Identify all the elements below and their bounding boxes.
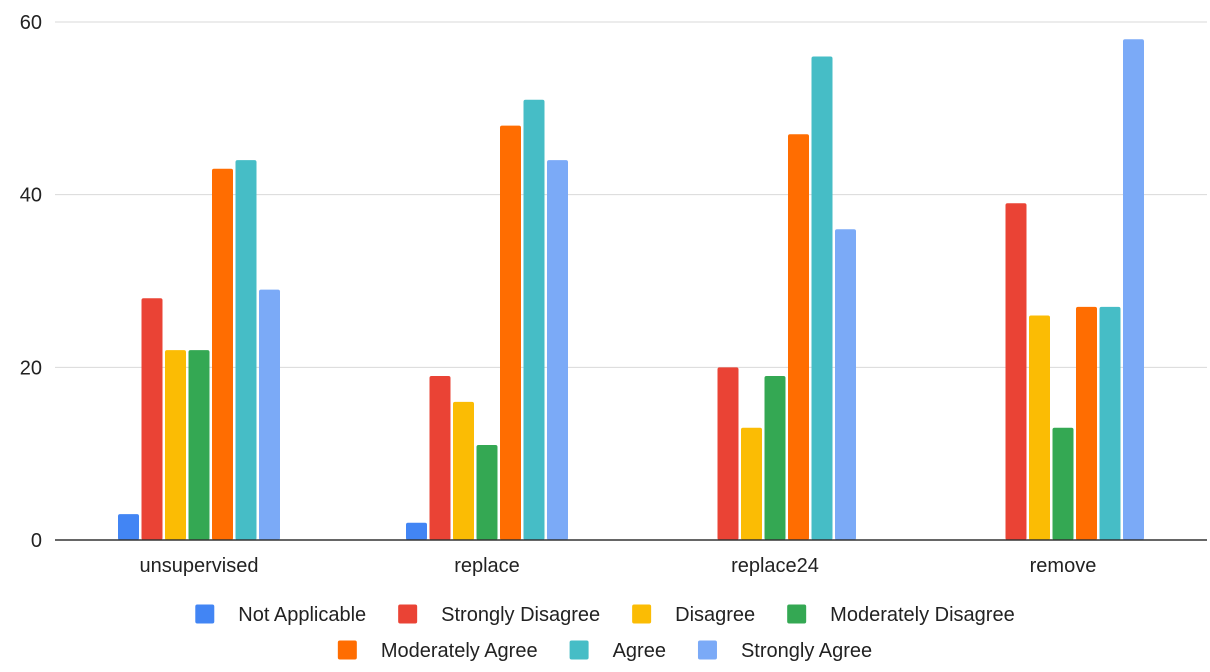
legend-swatch — [398, 604, 418, 624]
legend-swatch — [632, 604, 652, 624]
x-tick-label: unsupervised — [140, 555, 259, 577]
y-tick-label: 0 — [31, 530, 42, 552]
bar — [259, 289, 280, 540]
x-tick-label: remove — [1030, 555, 1097, 577]
legend-swatch — [195, 604, 215, 624]
legend-swatch — [697, 640, 717, 660]
legend-swatch — [337, 640, 357, 660]
bar — [788, 134, 809, 540]
bar — [212, 168, 233, 540]
bar — [1052, 427, 1074, 540]
bar — [476, 445, 498, 540]
bar — [1123, 39, 1144, 541]
bar — [188, 350, 210, 540]
y-tick-label: 60 — [20, 12, 42, 34]
bar — [165, 350, 186, 540]
bar — [235, 160, 257, 540]
bar — [1076, 306, 1097, 540]
bar — [764, 375, 786, 540]
bar — [406, 522, 427, 540]
legend-label: Disagree — [675, 604, 755, 626]
x-tick-label: replace24 — [731, 555, 819, 577]
y-tick-label: 40 — [20, 185, 42, 207]
bar — [717, 367, 739, 540]
x-tick-label: replace — [454, 555, 520, 577]
legend-swatch — [787, 604, 807, 624]
bar — [429, 375, 451, 540]
bar — [453, 401, 474, 540]
bar — [811, 56, 833, 541]
legend: Not Applicable Strongly Disagree Disagree M… — [195, 604, 1015, 662]
legend-label: Strongly Disagree — [441, 604, 600, 626]
legend-label: Not Applicable — [238, 604, 366, 626]
bar — [741, 427, 762, 540]
bar — [1029, 315, 1050, 540]
legend-label: Moderately Disagree — [830, 604, 1015, 626]
bar — [1005, 203, 1027, 541]
bar — [500, 125, 521, 540]
bar — [547, 160, 568, 540]
axes: 0 20 40 60 unsupervised replace replace24 remov… — [20, 12, 1207, 577]
bar — [523, 99, 545, 540]
legend-swatch — [569, 640, 589, 660]
legend-label: Moderately Agree — [381, 640, 538, 662]
y-tick-label: 20 — [20, 357, 42, 379]
legend-label: Strongly Agree — [741, 640, 872, 662]
bar — [118, 514, 139, 540]
bar — [835, 229, 856, 540]
bar — [1099, 306, 1121, 540]
legend-label: Agree — [613, 640, 666, 662]
bars — [118, 39, 1144, 541]
bar — [141, 298, 163, 540]
